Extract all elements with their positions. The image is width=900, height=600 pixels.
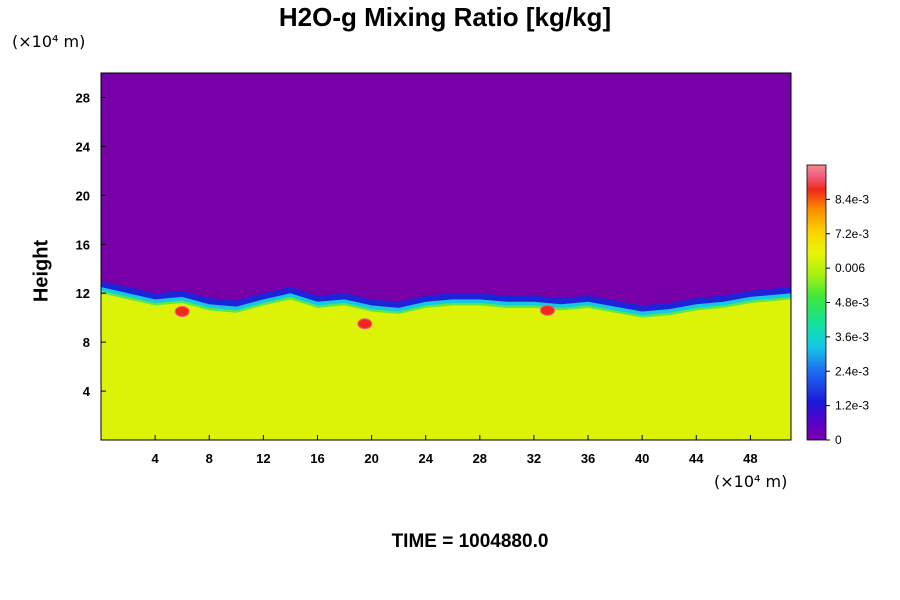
colorbar-tick-label: 7.2e-3: [835, 227, 869, 241]
x-tick-label: 20: [364, 451, 378, 466]
colorbar-tick-label: 2.4e-3: [835, 364, 869, 378]
x-tick-label: 28: [473, 451, 487, 466]
y-tick-label: 28: [76, 90, 90, 105]
local-maximum-1: [174, 306, 190, 318]
x-tick-label: 8: [206, 451, 213, 466]
local-maximum-3: [539, 304, 555, 316]
local-maximum-2: [357, 318, 373, 330]
colorbar-tick-label: 4.8e-3: [835, 296, 869, 310]
y-tick-label: 4: [83, 384, 91, 399]
moist-region: [101, 293, 791, 440]
colorbar-tick-label: 1.2e-3: [835, 399, 869, 413]
y-tick-label: 20: [76, 188, 90, 203]
y-tick-label: 8: [83, 335, 90, 350]
x-tick-label: 16: [310, 451, 324, 466]
x-tick-label: 12: [256, 451, 270, 466]
x-axis-unit: (×10⁴ m): [714, 472, 788, 491]
y-tick-label: 16: [76, 237, 90, 252]
plot-frame: [100, 72, 792, 441]
colorbar-tick-label: 0: [835, 433, 842, 447]
time-label: TIME = 1004880.0: [391, 531, 549, 552]
x-tick-label: 48: [743, 451, 757, 466]
x-tick-label: 36: [581, 451, 595, 466]
colorbar-tick-label: 8.4e-3: [835, 192, 869, 206]
chart-title: H2O-g Mixing Ratio [kg/kg]: [278, 2, 612, 32]
x-tick-label: 32: [527, 451, 541, 466]
y-tick-label: 24: [76, 139, 91, 154]
colorbar-tick-label: 0.006: [835, 261, 865, 275]
y-tick-label: 12: [76, 286, 90, 301]
x-tick-label: 24: [418, 451, 433, 466]
colorbar-tick-label: 3.6e-3: [835, 330, 869, 344]
x-tick-label: 44: [689, 451, 704, 466]
colorbar: [806, 164, 827, 441]
x-tick-label: 4: [152, 451, 160, 466]
x-tick-label: 40: [635, 451, 649, 466]
y-axis-unit: (×10⁴ m): [12, 32, 86, 51]
